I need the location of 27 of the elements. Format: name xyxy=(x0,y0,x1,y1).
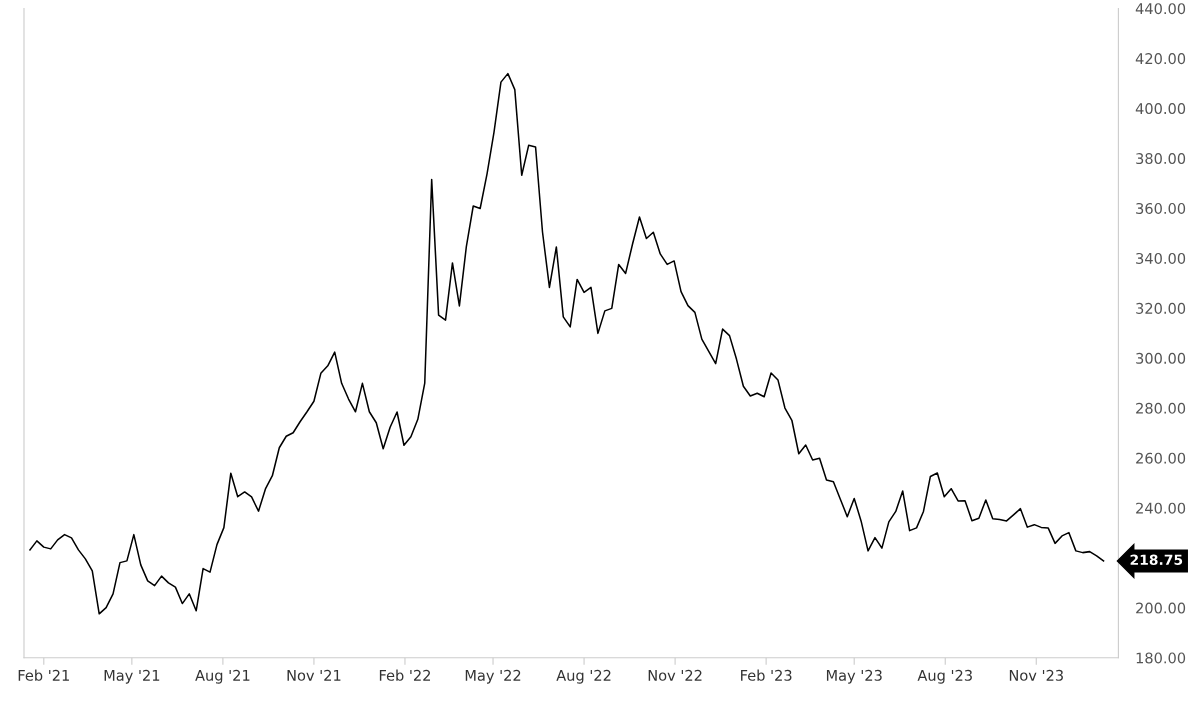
y-tick-label: 380.00 xyxy=(1136,153,1186,165)
x-tick-label: May '22 xyxy=(465,669,521,684)
y-tick-label: 300.00 xyxy=(1136,352,1186,364)
text: 218.75 xyxy=(1130,554,1183,566)
x-tick-label: Aug '22 xyxy=(556,669,611,684)
x-tick-label: Feb '22 xyxy=(379,669,431,681)
x-tick-label: Feb '23 xyxy=(741,669,792,681)
x-tick-label: Aug '21 xyxy=(195,669,250,684)
y-tick-label: 400.00 xyxy=(1135,103,1186,115)
x-tick-label: Feb '21 xyxy=(18,669,69,681)
x-tick-label: May '21 xyxy=(104,669,160,684)
x-tick-label: Aug '23 xyxy=(917,669,972,684)
y-tick-label: 420.00 xyxy=(1135,53,1186,65)
x-tick-label: Nov '21 xyxy=(287,669,341,681)
y-tick-label: 240.00 xyxy=(1136,502,1186,514)
x-tick-label: May '23 xyxy=(826,669,882,684)
line-series xyxy=(29,72,1105,615)
y-tick-label: 180.00 xyxy=(1136,652,1186,664)
y-tick-label: 360.00 xyxy=(1136,202,1186,214)
y-tick-label: 200.00 xyxy=(1136,602,1186,614)
y-tick-label: 340.00 xyxy=(1136,252,1186,264)
y-tick-label: 440.00 xyxy=(1135,3,1186,15)
x-tick-label: Nov '22 xyxy=(648,669,702,681)
x-tick-label: Nov '23 xyxy=(1009,669,1063,681)
y-tick-label: 280.00 xyxy=(1136,402,1186,414)
y-tick-label: 320.00 xyxy=(1136,302,1186,314)
y-tick-label: 260.00 xyxy=(1136,452,1186,464)
